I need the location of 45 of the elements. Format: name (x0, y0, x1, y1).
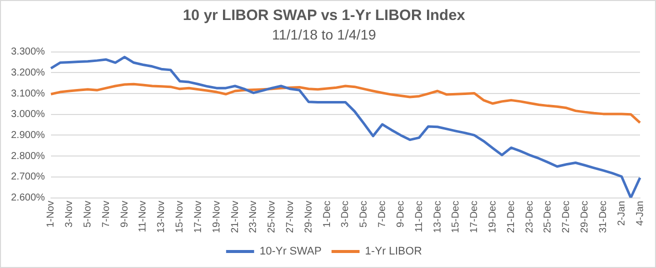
x-tick-label: 23-Dec (524, 200, 536, 234)
x-tick-label: 7-Nov (100, 200, 112, 228)
x-tick-label: 31-Dec (598, 200, 609, 234)
y-tick-label: 3.000% (10, 109, 46, 120)
chart-title: 10 yr LIBOR SWAP vs 1-Yr LIBOR Index (182, 7, 466, 24)
x-tick-label: 27-Nov (284, 200, 296, 234)
x-tick-label: 7-Dec (377, 200, 388, 228)
y-tick-label: 3.200% (10, 67, 46, 78)
y-tick-label: 3.300% (10, 46, 46, 58)
x-tick-label: 19-Dec (487, 200, 498, 234)
x-tick-label: 21-Dec (506, 200, 517, 234)
x-tick-label: 23-Nov (248, 200, 260, 234)
x-tick-label: 3-Dec (340, 200, 352, 228)
x-tick-label: 13-Nov (156, 200, 168, 234)
y-tick-label: 2.800% (10, 150, 46, 162)
x-tick-label: 11-Dec (414, 200, 425, 232)
x-tick-label: 29-Dec (580, 200, 591, 234)
x-tick-label: 15-Nov (174, 200, 186, 234)
x-tick-label: 3-Nov (64, 200, 76, 228)
x-tick-label: 25-Nov (266, 200, 278, 234)
x-tick-label: 1-Nov (46, 200, 57, 228)
x-tick-label: 5-Nov (82, 200, 94, 228)
x-tick-label: 4-Jan (634, 200, 646, 226)
x-tick-label: 9-Nov (119, 200, 130, 228)
y-tick-label: 2.900% (10, 130, 46, 141)
legend-label: 10-Yr SWAP (260, 246, 322, 258)
legend-label: 1-Yr LIBOR (365, 246, 422, 258)
x-tick-label: 15-Dec (450, 200, 462, 234)
x-tick-label: 2-Jan (616, 200, 628, 226)
x-tick-label: 11-Nov (138, 200, 149, 232)
x-tick-label: 21-Nov (230, 200, 241, 234)
x-tick-label: 19-Nov (211, 200, 222, 234)
chart-subtitle: 11/1/18 to 1/4/19 (272, 26, 376, 42)
x-tick-label: 17-Nov (192, 200, 204, 234)
x-tick-label: 1-Dec (322, 200, 333, 228)
x-tick-label: 27-Dec (561, 200, 572, 234)
y-tick-label: 2.700% (10, 172, 46, 183)
x-tick-label: 9-Dec (395, 200, 406, 228)
y-tick-label: 2.600% (10, 192, 46, 204)
x-tick-label: 13-Dec (432, 200, 444, 234)
x-tick-label: 5-Dec (358, 200, 370, 228)
x-tick-label: 17-Dec (469, 200, 480, 234)
y-tick-label: 3.100% (10, 88, 46, 100)
x-tick-label: 25-Dec (542, 200, 554, 234)
x-tick-label: 29-Nov (303, 200, 314, 234)
